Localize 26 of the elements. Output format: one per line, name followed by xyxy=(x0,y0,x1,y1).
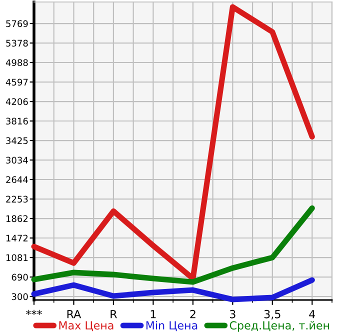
y-tick-label: 2644 xyxy=(6,176,28,184)
y-tick-label: 1862 xyxy=(6,215,28,222)
y-tick-label: 5769 xyxy=(6,20,28,28)
y-tick-label: 1472 xyxy=(6,234,28,242)
x-tick-label: RA xyxy=(67,310,82,318)
legend-label: Сред.Цена, т.йен xyxy=(230,321,330,332)
y-tick-label: 3816 xyxy=(6,118,28,125)
x-tick-label: 1 xyxy=(150,310,156,318)
x-tick-label: 4 xyxy=(309,310,316,318)
y-tick-label: 2253 xyxy=(6,196,28,203)
x-tick-label: 2 xyxy=(190,310,196,318)
y-tick-label: 300 xyxy=(12,293,28,300)
y-tick-label: 4597 xyxy=(6,78,28,86)
legend-label: Max Цена xyxy=(59,321,114,332)
x-tick-label: R xyxy=(110,310,118,318)
legend-label: Min Цена xyxy=(146,320,198,332)
y-tick-label: 3034 xyxy=(6,156,28,164)
x-tick-label: *** xyxy=(26,310,42,315)
y-tick-label: 5378 xyxy=(6,40,28,47)
y-tick-label: 4206 xyxy=(6,98,28,106)
y-tick-label: 1081 xyxy=(6,254,28,262)
x-tick-label: 3 xyxy=(230,310,236,318)
y-tick-label: 3425 xyxy=(6,137,28,144)
y-tick-label: 690 xyxy=(12,274,28,281)
x-tick-label: 3,5 xyxy=(264,310,280,320)
y-tick-label: 4988 xyxy=(6,59,28,66)
